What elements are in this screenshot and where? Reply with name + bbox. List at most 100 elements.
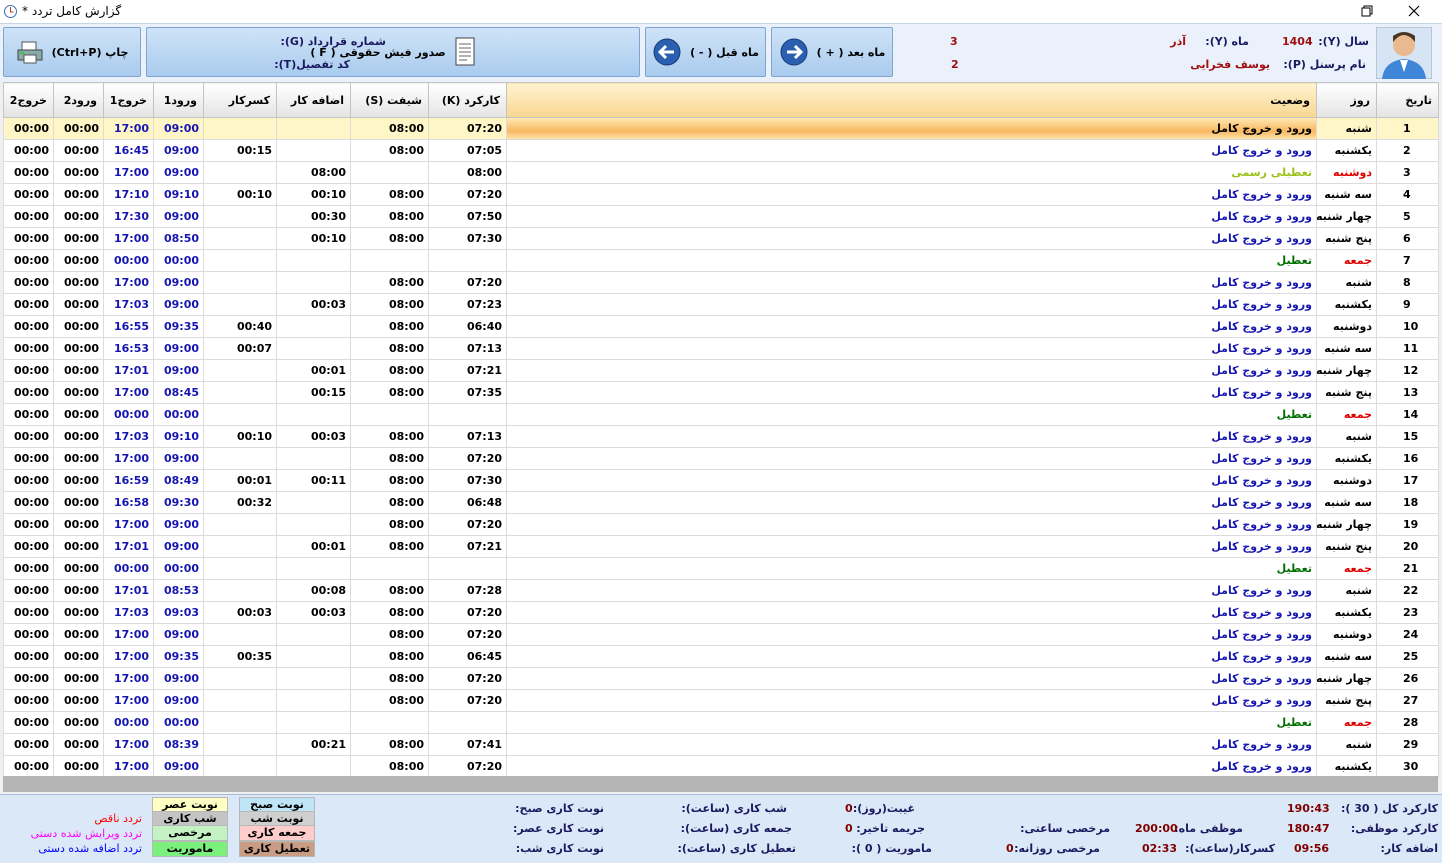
table-cell: سه شنبه [1316, 183, 1377, 206]
table-cell: ورود و خروج کامل [506, 601, 1317, 624]
table-cell: 00:00 [53, 425, 104, 448]
legend-chip: جمعه کاری [239, 825, 315, 841]
payslip-button[interactable]: صدور فیش حقوقی ( F ) [146, 27, 640, 77]
table-cell: 09:00 [153, 689, 204, 712]
table-cell [203, 447, 277, 470]
table-row[interactable]: 26 چهار شنبه ورود و خروج کامل 07:20 08:00 09:… [3, 667, 1439, 690]
close-button[interactable] [1407, 4, 1421, 18]
table-cell: 17:03 [103, 293, 154, 316]
table-row[interactable]: 7 جمعه تعطیل 00:00 00:00 00:00 00:00 [3, 249, 1439, 272]
table-cell: 09:00 [153, 117, 204, 140]
table-cell: 00:00 [53, 623, 104, 646]
table-row[interactable]: 22 شنبه ورود و خروج کامل 07:28 08:00 00:08 08:… [3, 579, 1439, 602]
table-cell: 09:00 [153, 623, 204, 646]
next-month-button[interactable]: ماه بعد ( + ) [771, 27, 893, 77]
table-cell: 00:00 [53, 139, 104, 162]
table-cell: ورود و خروج کامل [506, 337, 1317, 360]
table-row[interactable]: 9 یکشنبه ورود و خروج کامل 07:23 08:00 00:03 09… [3, 293, 1439, 316]
table-row[interactable]: 6 پنج شنبه ورود و خروج کامل 07:30 08:00 00:10… [3, 227, 1439, 250]
table-row[interactable]: 11 سه شنبه ورود و خروج کامل 07:13 08:00 00:07… [3, 337, 1439, 360]
table-cell: 00:00 [53, 161, 104, 184]
column-header[interactable]: کسرکار [203, 82, 277, 118]
column-header[interactable]: اضافه کار [276, 82, 351, 118]
prev-month-button[interactable]: ماه قبل ( - ) [645, 27, 766, 77]
table-cell: شنبه [1316, 117, 1377, 140]
table-row[interactable]: 30 یکشنبه ورود و خروج کامل 07:20 08:00 09:00 1… [3, 755, 1439, 778]
table-row[interactable]: 14 جمعه تعطیل 00:00 00:00 00:00 00:00 [3, 403, 1439, 426]
table-cell: 00:00 [53, 469, 104, 492]
table-row[interactable]: 19 چهار شنبه ورود و خروج کامل 07:20 08:00 09:… [3, 513, 1439, 536]
table-row[interactable]: 24 دوشنبه ورود و خروج کامل 07:20 08:00 09:00 1… [3, 623, 1439, 646]
table-row[interactable]: 3 دوشنبه تعطیلی رسمی 08:00 08:00 09:00 17:00 00… [3, 161, 1439, 184]
table-cell [276, 689, 351, 712]
summary-label: نوبت کاری صبح: [515, 802, 604, 815]
table-cell: 08:53 [153, 579, 204, 602]
table-cell: 00:00 [53, 117, 104, 140]
table-cell: 00:15 [203, 139, 277, 162]
avatar [1376, 27, 1432, 79]
column-header[interactable]: کارکرد (K) [428, 82, 507, 118]
attendance-table: تاریخ روز وضعیت کارکرد (K) شیفت (S) اضافه کار… [3, 82, 1439, 778]
column-header[interactable]: وضعیت [506, 82, 1317, 118]
data-grid: تاریخ روز وضعیت کارکرد (K) شیفت (S) اضافه کار… [3, 82, 1439, 778]
table-row[interactable]: 27 پنج شنبه ورود و خروج کامل 07:20 08:00 09:0… [3, 689, 1439, 712]
table-row[interactable]: 23 یکشنبه ورود و خروج کامل 07:20 08:00 00:03 0… [3, 601, 1439, 624]
table-cell: 09:00 [153, 755, 204, 778]
table-cell: 5 [1376, 205, 1439, 228]
table-cell: 21 [1376, 557, 1439, 580]
table-row[interactable]: 2 یکشنبه ورود و خروج کامل 07:05 08:00 00:15 09… [3, 139, 1439, 162]
table-row[interactable]: 5 چهار شنبه ورود و خروج کامل 07:50 08:00 00:3… [3, 205, 1439, 228]
table-row[interactable]: 28 جمعه تعطیل 00:00 00:00 00:00 00:00 [3, 711, 1439, 734]
table-cell: سه شنبه [1316, 337, 1377, 360]
name-label: نام پرسنل (P): [1283, 58, 1366, 71]
table-row[interactable]: 4 سه شنبه ورود و خروج کامل 07:20 08:00 00:10 0… [3, 183, 1439, 206]
table-cell: 00:00 [3, 183, 54, 206]
table-cell: 07:50 [428, 205, 507, 228]
table-row[interactable]: 20 پنج شنبه ورود و خروج کامل 07:21 08:00 00:0… [3, 535, 1439, 558]
table-cell [428, 557, 507, 580]
table-cell: 17:00 [103, 117, 154, 140]
column-header[interactable]: روز [1316, 82, 1377, 118]
table-cell [276, 513, 351, 536]
table-cell: 00:00 [53, 205, 104, 228]
table-row[interactable]: 8 شنبه ورود و خروج کامل 07:20 08:00 09:00 17:0… [3, 271, 1439, 294]
column-header[interactable]: خروج1 [103, 82, 154, 118]
table-row[interactable]: 12 چهار شنبه ورود و خروج کامل 07:21 08:00 00:… [3, 359, 1439, 382]
table-cell [276, 667, 351, 690]
table-row[interactable]: 15 شنبه ورود و خروج کامل 07:13 08:00 00:03 00:… [3, 425, 1439, 448]
table-cell: 08:00 [350, 425, 429, 448]
table-row[interactable]: 18 سه شنبه ورود و خروج کامل 06:48 08:00 00:32… [3, 491, 1439, 514]
table-row[interactable]: 25 سه شنبه ورود و خروج کامل 06:45 08:00 00:35… [3, 645, 1439, 668]
table-cell: 09:00 [153, 293, 204, 316]
table-cell [428, 711, 507, 734]
column-header[interactable]: ورود2 [53, 82, 104, 118]
table-cell: ورود و خروج کامل [506, 381, 1317, 404]
contract-label: شماره قرارداد (G): [280, 35, 386, 48]
table-cell: 07:13 [428, 337, 507, 360]
table-row[interactable]: 17 دوشنبه ورود و خروج کامل 07:30 08:00 00:11 0… [3, 469, 1439, 492]
table-row[interactable]: 13 پنج شنبه ورود و خروج کامل 07:35 08:00 00:1… [3, 381, 1439, 404]
table-cell: 00:00 [103, 711, 154, 734]
table-cell: ورود و خروج کامل [506, 535, 1317, 558]
table-cell: یکشنبه [1316, 293, 1377, 316]
table-cell: 00:00 [53, 513, 104, 536]
table-row[interactable]: 10 دوشنبه ورود و خروج کامل 06:40 08:00 00:40 0… [3, 315, 1439, 338]
column-header[interactable]: ورود1 [153, 82, 204, 118]
table-row[interactable]: 16 یکشنبه ورود و خروج کامل 07:20 08:00 09:00 1… [3, 447, 1439, 470]
table-row[interactable]: 29 شنبه ورود و خروج کامل 07:41 08:00 00:21 08:… [3, 733, 1439, 756]
table-cell: 00:00 [3, 579, 54, 602]
print-button[interactable]: چاپ (Ctrl+P) [3, 27, 141, 77]
table-cell: 17:00 [103, 623, 154, 646]
table-cell: 00:00 [53, 271, 104, 294]
column-header[interactable]: خروج2 [3, 82, 54, 118]
restore-button[interactable] [1360, 4, 1374, 18]
table-cell [276, 645, 351, 668]
table-row[interactable]: 1 شنبه ورود و خروج کامل 07:20 08:00 09:00 17:0… [3, 117, 1439, 140]
table-cell: 09:00 [153, 205, 204, 228]
table-row[interactable]: 21 جمعه تعطیل 00:00 00:00 00:00 00:00 [3, 557, 1439, 580]
table-cell: ورود و خروج کامل [506, 271, 1317, 294]
column-header[interactable]: تاریخ [1376, 82, 1439, 118]
column-header[interactable]: شیفت (S) [350, 82, 429, 118]
table-cell: چهار شنبه [1316, 205, 1377, 228]
